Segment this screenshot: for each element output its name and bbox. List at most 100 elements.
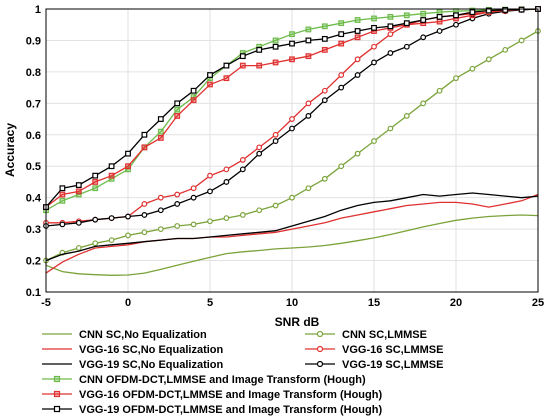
legend-label: VGG-19 SC,No Equalization: [79, 359, 224, 371]
data-point: [174, 223, 181, 229]
series-8: [43, 6, 541, 211]
data-point: [256, 207, 263, 214]
series-4: [45, 192, 539, 262]
data-point: [420, 17, 427, 23]
data-point: [387, 13, 394, 20]
plot-frame: [45, 8, 539, 293]
data-point: [125, 232, 131, 239]
data-point: [157, 116, 164, 122]
data-point: [108, 172, 115, 179]
x-tick-label: 10: [286, 297, 298, 309]
data-point: [190, 97, 197, 104]
data-point: [403, 43, 410, 50]
data-point: [207, 81, 213, 88]
data-point: [403, 20, 410, 27]
data-point: [59, 221, 66, 228]
data-point: [256, 62, 263, 69]
data-point: [436, 18, 443, 25]
data-point: [207, 188, 213, 195]
data-point: [141, 131, 148, 138]
series-line: [45, 193, 539, 274]
data-point: [371, 59, 377, 66]
data-point: [190, 221, 197, 228]
data-point: [502, 7, 509, 13]
legend-entry: CNN SC,No Equalization: [42, 329, 207, 341]
data-point: [289, 31, 295, 38]
data-point: [289, 194, 295, 201]
legend-entry: VGG-19 OFDM-DCT,LMMSE and Image Transfor…: [42, 404, 382, 416]
data-point: [239, 212, 246, 218]
data-point: [453, 21, 459, 28]
data-point-legend: [316, 330, 324, 338]
data-point: [92, 216, 99, 223]
data-point: [371, 138, 377, 144]
data-point: [125, 213, 131, 220]
data-point: [354, 34, 361, 41]
data-point: [321, 97, 328, 104]
data-point: [157, 226, 164, 233]
data-point: [207, 72, 213, 78]
data-point: [305, 100, 312, 107]
data-point: [239, 62, 246, 69]
data-point: [174, 113, 181, 119]
data-point: [75, 191, 82, 198]
series-layer: [43, 6, 541, 276]
data-point: [305, 37, 312, 44]
data-point: [157, 128, 164, 135]
series-line: [45, 192, 539, 262]
legend-label: VGG-16 OFDM-DCT,LMMSE and Image Transfor…: [79, 389, 382, 401]
legend-label: VGG-16 SC,LMMSE: [342, 344, 443, 356]
x-tick-label: 15: [368, 297, 380, 309]
y-tick-label: 0.8: [26, 67, 41, 79]
data-point: [272, 43, 279, 50]
data-point: [75, 182, 82, 188]
y-tick-label: 0.2: [26, 256, 41, 268]
data-point: [436, 13, 443, 20]
data-point: [174, 201, 181, 207]
data-point: [141, 144, 148, 151]
data-point: [59, 185, 66, 192]
data-point: [321, 46, 328, 53]
data-point: [272, 59, 279, 66]
grid-lines: [45, 8, 539, 293]
y-tick-label: 0.4: [26, 193, 42, 205]
data-point: [518, 6, 525, 13]
legend-label: CNN SC,No Equalization: [79, 329, 207, 341]
series-1: [43, 28, 541, 264]
x-tick-label: 0: [125, 297, 131, 309]
data-point: [174, 100, 181, 107]
data-point: [190, 185, 197, 192]
data-point: [338, 163, 345, 170]
data-point: [92, 240, 99, 247]
data-point: [272, 138, 279, 144]
series-0: [45, 214, 539, 276]
data-point: [108, 237, 115, 244]
data-point: [108, 215, 115, 222]
data-point: [469, 9, 476, 16]
data-point: [436, 87, 443, 94]
data-point: [92, 172, 99, 179]
legend-entry: CNN OFDM-DCT,LMMSE and Image Transform (…: [42, 374, 366, 386]
data-point: [453, 75, 459, 82]
data-point: [223, 166, 230, 173]
data-point-legend: [53, 375, 61, 383]
data-point: [59, 197, 66, 204]
data-point: [371, 24, 377, 31]
x-axis-label: SNR dB: [275, 315, 320, 329]
legend-label: CNN SC,LMMSE: [342, 329, 427, 341]
data-point: [338, 40, 345, 47]
data-point: [321, 175, 328, 182]
data-point: [338, 84, 345, 91]
data-point-legend: [316, 360, 324, 368]
y-tick-label: 0.3: [26, 224, 41, 236]
legend-entry: VGG-16 SC,LMMSE: [305, 344, 443, 356]
legend: CNN SC,No Equalization CNN SC,LMMSE VGG-16…: [42, 329, 443, 416]
data-point-legend: [53, 405, 61, 413]
data-point: [420, 10, 427, 17]
data-point: [207, 172, 213, 179]
series-line: [45, 214, 539, 276]
data-point: [321, 35, 328, 42]
series-5: [43, 6, 541, 229]
data-point: [354, 150, 361, 157]
